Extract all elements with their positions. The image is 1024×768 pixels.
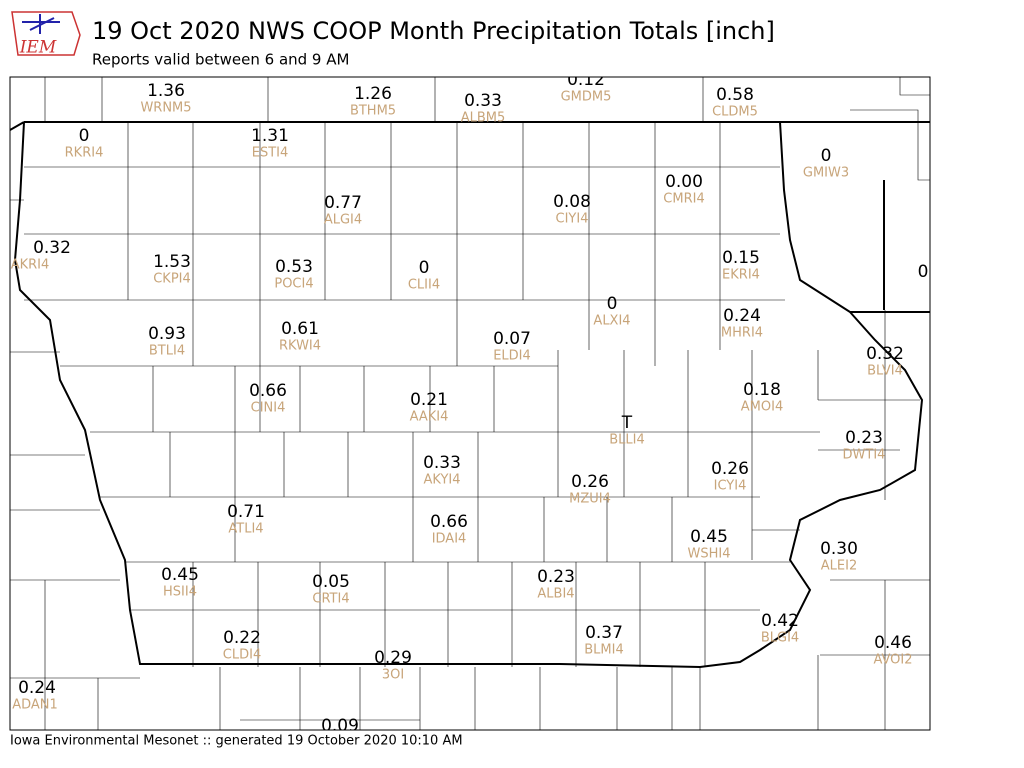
station-value: 0.32 (866, 344, 904, 364)
station-value: 0.26 (571, 472, 609, 492)
title: 19 Oct 2020 NWS COOP Month Precipitation… (92, 17, 775, 45)
station-id: AKRI4 (11, 258, 50, 273)
station-value: 0.37 (585, 623, 623, 643)
station-value: 1.26 (354, 84, 392, 104)
station-id: MZUI4 (569, 492, 611, 507)
station-value: 0.53 (275, 257, 313, 277)
station-value: 0.26 (711, 459, 749, 479)
station-id: ESTI4 (252, 146, 289, 161)
station-id: HSII4 (163, 585, 197, 600)
station-value: 0.22 (223, 628, 261, 648)
station-id: ALEI2 (821, 559, 857, 574)
station-value: 0.23 (845, 428, 883, 448)
station-id: AKYI4 (423, 473, 460, 488)
subtitle: Reports valid between 6 and 9 AM (92, 51, 349, 69)
station-value: 0.07 (493, 329, 531, 349)
station-id: WRNM5 (140, 101, 191, 116)
station-value: 0.45 (690, 527, 728, 547)
station-value: 0.09 (321, 716, 359, 736)
station-id: CRTI4 (312, 592, 349, 607)
station-value: 0.18 (743, 380, 781, 400)
station-id: CKPI4 (153, 272, 191, 287)
station-value: 0.05 (312, 572, 350, 592)
station-id: ALXI4 (593, 314, 630, 329)
map (10, 77, 930, 730)
station-value: 0.08 (553, 192, 591, 212)
station-id: WSHI4 (688, 547, 731, 562)
station-value: 0.77 (324, 193, 362, 213)
station-id: BTHM5 (350, 104, 396, 119)
station-value: 0.15 (722, 248, 760, 268)
station-id: ALBI4 (537, 587, 574, 602)
footer: Iowa Environmental Mesonet :: generated … (10, 734, 463, 749)
state-border (10, 121, 930, 669)
station-id: RKWI4 (279, 339, 321, 354)
station-value: 0.66 (430, 512, 468, 532)
logo-text: IEM (19, 38, 57, 58)
station-id: BLLI4 (609, 433, 645, 448)
station-value: 0.24 (723, 306, 761, 326)
station-id: ALBM5 (461, 111, 506, 126)
station-id: CMRI4 (663, 192, 704, 207)
station-id: MHRI4 (721, 326, 763, 341)
station-id: RKRI4 (65, 146, 104, 161)
station-value: 1.36 (147, 81, 185, 101)
station-id: CLDM5 (712, 105, 758, 120)
station-value: 0.45 (161, 565, 199, 585)
station-value: 0 (918, 262, 929, 282)
station-value: 0.66 (249, 381, 287, 401)
logo: IEM (11, 11, 81, 58)
station-value: 0.21 (410, 390, 448, 410)
station-id: GMIW3 (803, 166, 849, 181)
station-value: 0.61 (281, 319, 319, 339)
station-value: 0.23 (537, 567, 575, 587)
station-id: BTLI4 (149, 344, 185, 359)
station-id: BLMI4 (584, 643, 623, 658)
station-id: CLDI4 (223, 648, 261, 663)
station-value: 0 (79, 126, 90, 146)
station-value: 0.33 (423, 453, 461, 473)
station-id: IDAI4 (432, 532, 467, 547)
station-value: 0.46 (874, 633, 912, 653)
station-id: ADAN1 (12, 698, 58, 713)
station-value: 0.00 (665, 172, 703, 192)
station-id: ALGI4 (324, 213, 362, 228)
station-id: ATLI4 (228, 522, 263, 537)
station-id: CIYI4 (556, 212, 589, 227)
station-id: BLGI4 (761, 631, 799, 646)
station-id: AMOI4 (741, 400, 783, 415)
station-value: T (621, 413, 633, 433)
station-value: 0.29 (374, 648, 412, 668)
station-id: GMDM5 (561, 90, 612, 105)
station-value: 0.24 (18, 678, 56, 698)
station-id: EKRI4 (722, 268, 760, 283)
station-value: 0.30 (820, 539, 858, 559)
station-id: CINI4 (251, 401, 286, 416)
station-value: 0 (419, 258, 430, 278)
station-id: POCI4 (274, 277, 313, 292)
station-id: AAKI4 (410, 410, 449, 425)
station-value: 1.53 (153, 252, 191, 272)
station-id: ICYI4 (714, 479, 747, 494)
station-id: CLII4 (408, 278, 440, 293)
station-value: 0.33 (464, 91, 502, 111)
station-id: ELDI4 (493, 349, 531, 364)
station-value: 0.71 (227, 502, 265, 522)
station-id: DWTI4 (843, 448, 886, 463)
station-id: BLVI4 (867, 364, 903, 379)
station-id: AVOI2 (873, 653, 912, 668)
station-value: 0.93 (148, 324, 186, 344)
station-value: 0.12 (567, 70, 605, 90)
station-value: 0 (607, 294, 618, 314)
station-value: 0 (821, 146, 832, 166)
station-value: 1.31 (251, 126, 289, 146)
map-frame (9, 76, 931, 731)
station-id: 3OI (382, 668, 404, 683)
county-lines (10, 77, 930, 730)
station-value: 0.32 (33, 238, 71, 258)
station-value: 0.58 (716, 85, 754, 105)
station-value: 0.42 (761, 611, 799, 631)
